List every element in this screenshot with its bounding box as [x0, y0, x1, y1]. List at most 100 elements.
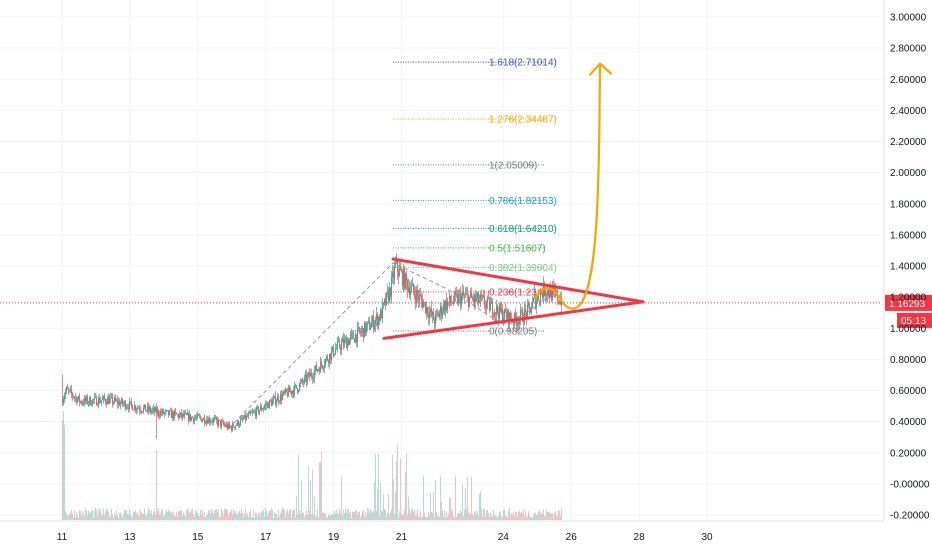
projection-arrow[interactable]: [533, 62, 613, 310]
volume-bar: [343, 509, 344, 520]
candle-body: [269, 400, 270, 409]
candle-body: [443, 303, 444, 312]
candle-body: [241, 417, 242, 420]
candle-body: [457, 294, 458, 304]
candle-body: [81, 401, 82, 404]
volume-bar: [338, 513, 339, 520]
candle-body: [355, 334, 356, 343]
volume-bar: [116, 510, 117, 520]
candle-body: [501, 308, 502, 312]
volume-bar: [535, 512, 536, 520]
candle-body: [164, 412, 165, 414]
volume-bar: [541, 512, 542, 520]
candle-body: [160, 411, 161, 417]
candle-body: [452, 302, 453, 304]
triangle-pattern[interactable]: [382, 257, 645, 340]
candle-body: [162, 409, 163, 414]
candle-body: [349, 339, 350, 345]
candle-body: [445, 300, 446, 312]
candle-body: [250, 411, 251, 414]
candle-body: [109, 398, 110, 404]
date-axis[interactable]: 11 13 15 17 19 21 24 26 28 30: [0, 520, 884, 543]
candle-body: [370, 327, 371, 330]
candle-body: [121, 399, 122, 404]
candle-body: [128, 407, 129, 409]
fib-level[interactable]: 0.382(1.39004): [393, 263, 557, 274]
candle-body: [197, 414, 198, 418]
candle-body: [79, 395, 80, 403]
candle-body: [178, 414, 179, 418]
fibonacci-extension[interactable]: 0(0.98205) 0.236(1.23410) 0.382(1.39004) 0.…: [393, 58, 557, 338]
volume-bar: [445, 517, 446, 520]
candle-body: [508, 310, 509, 325]
volume-bar: [512, 514, 513, 520]
volume-bar: [147, 512, 148, 520]
fib-level[interactable]: 1.276(2.34487): [393, 114, 557, 125]
volume-bar: [308, 465, 309, 520]
volume-bar: [363, 510, 364, 520]
volume-bar: [287, 509, 288, 520]
candle-body: [337, 341, 338, 348]
candle-body: [381, 310, 382, 319]
volume-bar: [99, 511, 100, 520]
candle-body: [293, 390, 294, 395]
volume-bar: [78, 517, 79, 520]
fib-level[interactable]: 1(2.05009): [393, 160, 545, 171]
volume-bar: [151, 509, 152, 520]
candle-body: [342, 339, 343, 343]
candle-body: [552, 287, 553, 301]
candle-body: [77, 398, 78, 403]
volume-bar: [404, 509, 405, 520]
candle-body: [360, 331, 361, 333]
candle-body: [330, 353, 331, 360]
candle-body: [364, 322, 365, 338]
volume-bar: [424, 513, 425, 520]
volume-bar: [409, 509, 410, 520]
volume-bar: [526, 514, 527, 520]
volume-bar: [292, 510, 293, 520]
volume-bar: [482, 516, 483, 520]
fib-level[interactable]: 0.5(1.51607): [393, 243, 546, 254]
fib-level[interactable]: 0.786(1.82153): [393, 196, 557, 207]
volume-bar: [223, 515, 224, 520]
candle-body: [538, 295, 539, 301]
volume-bar: [403, 515, 404, 520]
volume-bar: [110, 515, 111, 520]
volume-bar: [379, 516, 380, 520]
candle-body: [321, 361, 322, 366]
candle-body: [363, 328, 364, 338]
volume-bar: [318, 517, 319, 520]
volume-bar: [547, 512, 548, 520]
volume-bar: [441, 502, 442, 520]
candle-body: [243, 418, 244, 420]
countdown-label: 05:13: [901, 316, 926, 327]
candle-body: [268, 403, 269, 409]
fib-level[interactable]: 0.618(1.64210): [393, 224, 557, 235]
candle-body: [167, 410, 168, 411]
candle-body: [292, 390, 293, 394]
candle-body: [284, 391, 285, 393]
fib-level[interactable]: 1.618(2.71014): [393, 58, 557, 69]
candle-body: [542, 293, 543, 298]
volume-bar: [478, 516, 479, 520]
candle-body: [82, 402, 83, 404]
volume-bar: [107, 509, 108, 520]
volume-bar: [341, 476, 342, 520]
candle-body: [560, 299, 561, 304]
candle-body: [522, 310, 523, 322]
volume-bar: [325, 513, 326, 520]
candle-body: [480, 294, 481, 301]
volume-bar: [211, 509, 212, 520]
volume-bar: [336, 509, 337, 520]
volume-bar: [432, 513, 433, 520]
candle-body: [101, 400, 102, 402]
price-axis[interactable]: 3.00000 2.80000 2.60000 2.40000 2.20000 2.000…: [883, 0, 930, 522]
fib-level[interactable]: 0(0.98205): [393, 327, 545, 338]
candle-body: [352, 332, 353, 334]
fib-level-label: 0.5(1.51607): [489, 243, 546, 254]
volume-bar: [316, 515, 317, 520]
candle-body: [396, 260, 397, 263]
candle-body: [392, 272, 393, 277]
